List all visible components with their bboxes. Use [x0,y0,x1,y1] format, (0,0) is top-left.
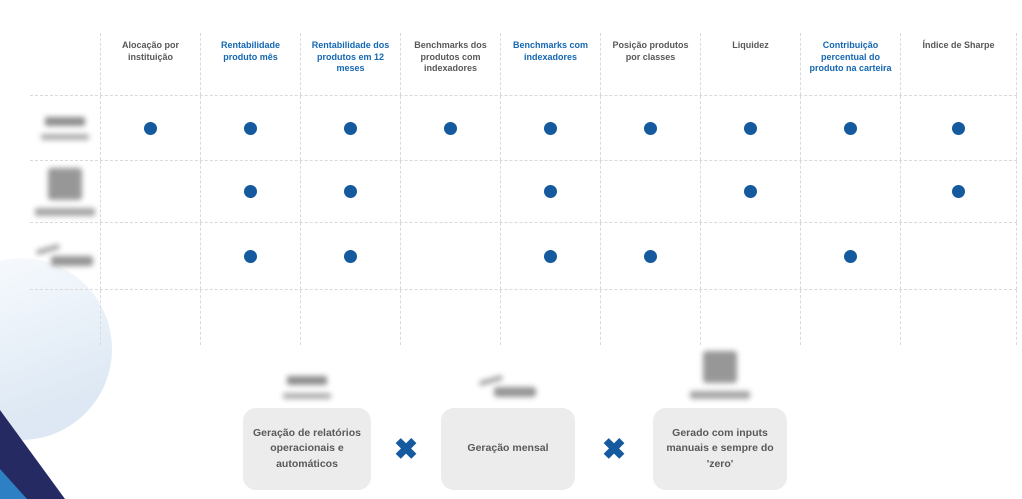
comparison-logo-area [243,352,371,408]
feature-cell [900,223,1017,289]
feature-dot [444,121,457,135]
feature-cell [900,161,1017,222]
feature-dot [544,249,557,263]
column-header: Contribuição percentual do produto na ca… [800,33,900,95]
feature-cell [600,223,700,289]
feature-cell [700,96,800,160]
empty-cell [400,290,500,345]
row-label-cell [30,96,100,160]
row-label-cell [30,223,100,289]
feature-cell [600,96,700,160]
empty-cell [100,290,200,345]
feature-cell [300,96,400,160]
matrix-header-row: Alocação por instituição Rentabilidade pr… [30,33,1017,95]
x-separator-icon: ✖ [393,433,419,466]
feature-cell [400,223,500,289]
feature-dot [744,185,757,198]
feature-cell [200,161,300,222]
column-header: Índice de Sharpe [900,33,1017,95]
comparison-card: Geração de relatórios operacionais e aut… [243,408,371,490]
feature-cell [400,161,500,222]
row-label-cell [30,161,100,222]
feature-dot [344,249,357,263]
blurred-swoosh-logo [35,244,95,268]
feature-dot [644,249,657,263]
blurred-square-mark-logo [32,168,98,216]
blurred-swoosh-logo [478,375,538,399]
feature-cell [200,96,300,160]
comparison-item: Geração mensal [441,352,575,490]
feature-dot [844,121,857,135]
feature-cell [400,96,500,160]
empty-cell [600,290,700,345]
feature-dot [644,121,657,135]
feature-cell [800,223,900,289]
x-separator-icon: ✖ [601,433,627,466]
empty-cell [300,290,400,345]
blurred-wordmark-logo [283,376,331,399]
empty-cell [30,290,100,345]
feature-dot [144,121,157,135]
feature-cell [100,161,200,222]
empty-cell [900,290,1017,345]
feature-cell [500,223,600,289]
column-header: Rentabilidade produto mês [200,33,300,95]
feature-dot [344,121,357,135]
feature-cell [100,96,200,160]
feature-cell [500,161,600,222]
feature-cell [300,161,400,222]
empty-cell [700,290,800,345]
column-header: Alocação por instituição [100,33,200,95]
feature-dot [344,185,357,198]
feature-cell [900,96,1017,160]
feature-dot [244,185,257,198]
feature-cell [600,161,700,222]
feature-matrix: Alocação por instituição Rentabilidade pr… [30,33,1017,345]
empty-cell [800,290,900,345]
comparison-logo-area [441,352,575,408]
feature-cell [800,161,900,222]
column-header: Benchmarks com indexadores [500,33,600,95]
empty-cell [500,290,600,345]
feature-dot [744,121,757,135]
feature-dot [244,121,257,135]
feature-dot [544,121,557,135]
feature-dot [952,121,965,135]
column-header: Liquidez [700,33,800,95]
feature-dot [952,185,965,198]
empty-row [30,289,1017,345]
feature-cell [700,161,800,222]
comparison-item: Gerado com inputs manuais e sempre do 'z… [653,352,787,490]
comparison-logo-area [653,352,787,408]
feature-dot [844,249,857,263]
column-header: Posição produtos por classes [600,33,700,95]
feature-cell [100,223,200,289]
feature-dot [244,249,257,263]
comparison-section: Geração de relatórios operacionais e aut… [243,352,787,490]
matrix-corner-cell [30,33,100,95]
comparison-card: Gerado com inputs manuais e sempre do 'z… [653,408,787,490]
table-row [30,222,1017,289]
feature-cell [700,223,800,289]
comparison-item: Geração de relatórios operacionais e aut… [243,352,371,490]
blurred-square-mark-logo [687,351,753,399]
blurred-wordmark-logo [41,116,89,140]
column-header: Rentabilidade dos produtos em 12 meses [300,33,400,95]
table-row [30,95,1017,160]
feature-cell [200,223,300,289]
comparison-card: Geração mensal [441,408,575,490]
empty-cell [200,290,300,345]
feature-cell [300,223,400,289]
feature-cell [800,96,900,160]
feature-cell [500,96,600,160]
feature-dot [544,185,557,198]
column-header: Benchmarks dos produtos com indexadores [400,33,500,95]
table-row [30,160,1017,222]
